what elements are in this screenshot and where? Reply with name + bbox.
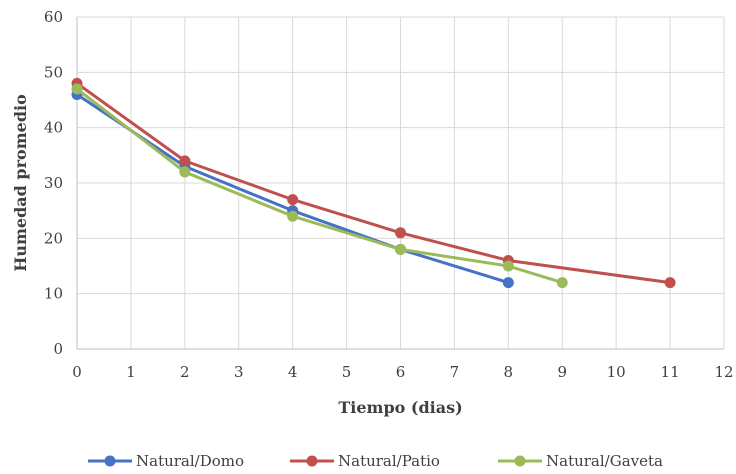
data-point (179, 166, 191, 178)
series-3 (71, 83, 568, 289)
data-point (502, 277, 514, 289)
data-point (664, 277, 676, 289)
legend: Natural/Domo Natural/Patio Natural/Gaveta (88, 452, 663, 470)
series-line (76, 82, 671, 285)
data-point (502, 260, 514, 272)
x-tick-label: 12 (714, 363, 733, 381)
grid (76, 16, 725, 349)
data-point (287, 194, 299, 206)
y-tick-label: 20 (44, 229, 63, 247)
data-point (287, 210, 299, 222)
x-tick-label: 7 (450, 363, 460, 381)
series-group (71, 77, 676, 289)
x-tick-label: 4 (288, 363, 298, 381)
y-tick-label: 40 (44, 119, 63, 137)
data-point (395, 243, 406, 255)
legend-swatch-marker (306, 455, 318, 467)
x-tick-label: 0 (72, 363, 82, 381)
x-axis-title: Tiempo (dias) (338, 398, 462, 417)
y-tick-label: 10 (44, 285, 63, 303)
y-tick-label: 60 (44, 8, 63, 26)
x-tick-label: 11 (661, 363, 680, 381)
legend-swatch-marker (514, 455, 526, 467)
x-tick-label: 5 (342, 363, 352, 381)
x-tick-label: 2 (180, 363, 190, 381)
y-tick-label: 50 (44, 63, 63, 81)
legend-label: Natural/Gaveta (546, 452, 663, 470)
legend-item: Natural/Domo (88, 452, 244, 470)
data-point (179, 155, 191, 167)
y-tick-label: 0 (53, 340, 63, 358)
legend-item: Natural/Gaveta (498, 452, 663, 470)
y-tick-label: 30 (44, 174, 63, 192)
x-tick-label: 3 (234, 363, 244, 381)
legend-label: Natural/Patio (338, 452, 440, 470)
series-line (76, 87, 563, 285)
x-tick-label: 1 (126, 363, 136, 381)
x-tick-label: 6 (396, 363, 406, 381)
x-tick-label: 8 (504, 363, 514, 381)
x-tick-label: 10 (607, 363, 626, 381)
legend-label: Natural/Domo (136, 452, 244, 470)
data-point (395, 227, 406, 239)
legend-swatch-marker (104, 455, 116, 467)
series-2 (71, 77, 676, 289)
legend-item: Natural/Patio (290, 452, 440, 470)
data-point (556, 277, 568, 289)
data-point (71, 83, 83, 95)
y-axis-title: Humedad promedio (11, 94, 30, 272)
x-tick-label: 9 (557, 363, 567, 381)
